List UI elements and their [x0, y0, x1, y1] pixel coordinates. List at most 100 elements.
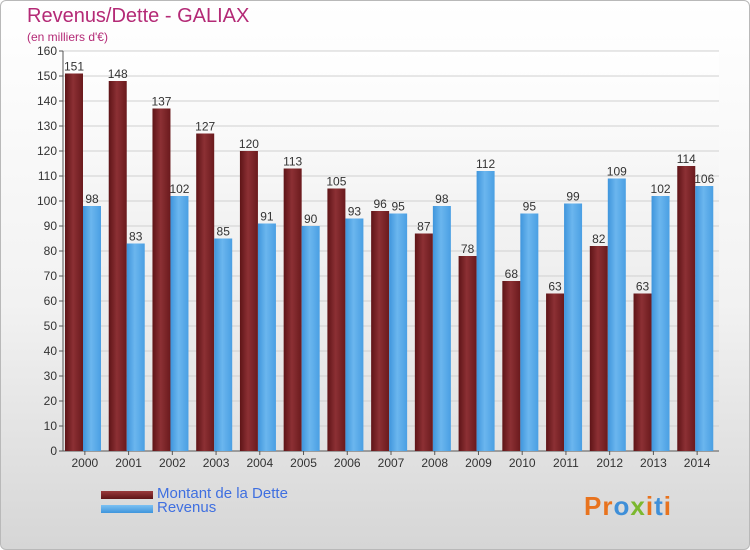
x-tick-label: 2009 [465, 456, 492, 470]
x-tick-label: 2006 [334, 456, 361, 470]
y-tick-label: 40 [44, 344, 58, 358]
logo-letter: r [602, 491, 614, 521]
bar-debt [371, 211, 390, 451]
bar-revenue [214, 238, 233, 451]
y-tick-label: 50 [44, 319, 58, 333]
bar-revenue [564, 203, 583, 451]
data-label-debt: 137 [151, 95, 171, 109]
data-label-debt: 63 [548, 280, 562, 294]
x-tick-label: 2001 [115, 456, 142, 470]
x-tick-label: 2003 [203, 456, 230, 470]
data-label-debt: 105 [326, 175, 346, 189]
bar-revenue [83, 206, 101, 451]
x-tick-label: 2010 [509, 456, 536, 470]
bar-debt [283, 168, 302, 451]
y-tick-label: 100 [37, 194, 57, 208]
data-label-debt: 148 [108, 67, 128, 81]
data-label-revenue: 102 [651, 182, 671, 196]
bar-revenue [520, 213, 539, 451]
bar-debt [196, 133, 215, 451]
data-label-revenue: 112 [476, 157, 495, 171]
x-tick-label: 2011 [553, 456, 579, 470]
x-tick-label: 2000 [72, 456, 99, 470]
data-label-revenue: 90 [304, 212, 318, 226]
y-tick-label: 150 [37, 69, 57, 83]
logo-letter: t [654, 491, 664, 521]
data-label-revenue: 93 [348, 205, 362, 219]
bar-revenue [695, 186, 714, 451]
y-tick-label: 80 [44, 244, 58, 258]
legend-label-debt: Montant de la Dette [157, 485, 288, 502]
bar-debt [458, 256, 477, 451]
data-label-debt: 63 [636, 280, 650, 294]
data-label-revenue: 85 [217, 225, 231, 239]
logo-letter: x [630, 491, 646, 521]
legend-swatch-debt [101, 491, 153, 499]
chart-subtitle: (en milliers d'€) [27, 30, 108, 44]
y-tick-label: 120 [37, 144, 57, 158]
data-label-revenue: 102 [169, 182, 189, 196]
data-label-revenue: 109 [607, 165, 627, 179]
y-tick-label: 60 [44, 294, 58, 308]
bar-debt [108, 81, 127, 451]
data-label-revenue: 95 [523, 200, 537, 214]
data-label-debt: 78 [461, 242, 475, 256]
bar-revenue [432, 206, 451, 451]
data-labels: 151 98 148 83 137 102 127 85 120 91 113 90 105 93 96 95… [64, 60, 715, 294]
bar-revenue [126, 243, 145, 451]
y-tick-label: 70 [44, 269, 58, 283]
logo-letter: o [613, 491, 631, 521]
proxiti-logo: Proxiti [584, 491, 672, 522]
data-label-debt: 120 [239, 137, 259, 151]
x-tick-label: 2014 [684, 456, 711, 470]
data-label-debt: 127 [195, 120, 215, 134]
data-label-revenue: 99 [566, 190, 580, 204]
logo-letter: P [584, 491, 603, 521]
y-tick-label: 20 [44, 394, 58, 408]
data-label-revenue: 106 [694, 172, 714, 186]
bar-revenue [607, 178, 626, 451]
data-label-revenue: 91 [260, 210, 274, 224]
data-label-debt: 87 [417, 220, 431, 234]
x-tick-label: 2005 [290, 456, 317, 470]
data-label-revenue: 95 [391, 200, 405, 214]
legend-label-revenue: Revenus [157, 499, 217, 516]
data-label-revenue: 98 [435, 192, 449, 206]
bar-debt [502, 281, 521, 451]
y-tick-label: 130 [37, 119, 57, 133]
y-tick-label: 160 [37, 44, 57, 58]
data-label-debt: 151 [64, 60, 84, 74]
bars [65, 73, 714, 451]
bar-revenue [301, 226, 320, 451]
bar-debt [414, 233, 433, 451]
bar-revenue [476, 171, 495, 451]
y-tick-label: 140 [37, 94, 57, 108]
bar-revenue [170, 196, 189, 451]
data-label-revenue: 98 [85, 192, 99, 206]
y-tick-label: 110 [38, 169, 57, 183]
bar-revenue [651, 196, 670, 451]
data-label-debt: 68 [505, 267, 519, 281]
legend-swatch-revenue [101, 505, 153, 513]
x-tick-label: 2013 [640, 456, 667, 470]
bar-debt [589, 246, 608, 451]
bar-debt [65, 73, 83, 451]
y-tick-label: 30 [44, 369, 58, 383]
data-label-debt: 82 [592, 232, 606, 246]
bar-revenue [389, 213, 408, 451]
logo-letter: i [645, 491, 655, 521]
x-tick-label: 2004 [246, 456, 273, 470]
chart-title: Revenus/Dette - GALIAX [27, 5, 250, 27]
bar-debt [677, 166, 696, 451]
bar-debt [152, 108, 171, 451]
x-tick-label: 2007 [378, 456, 405, 470]
x-tick-label: 2008 [421, 456, 448, 470]
bar-revenue [345, 218, 364, 451]
data-label-debt: 96 [373, 197, 387, 211]
bar-debt [546, 293, 565, 451]
y-tick-label: 90 [44, 219, 58, 233]
y-tick-label: 0 [50, 444, 57, 458]
data-label-debt: 114 [677, 152, 696, 166]
